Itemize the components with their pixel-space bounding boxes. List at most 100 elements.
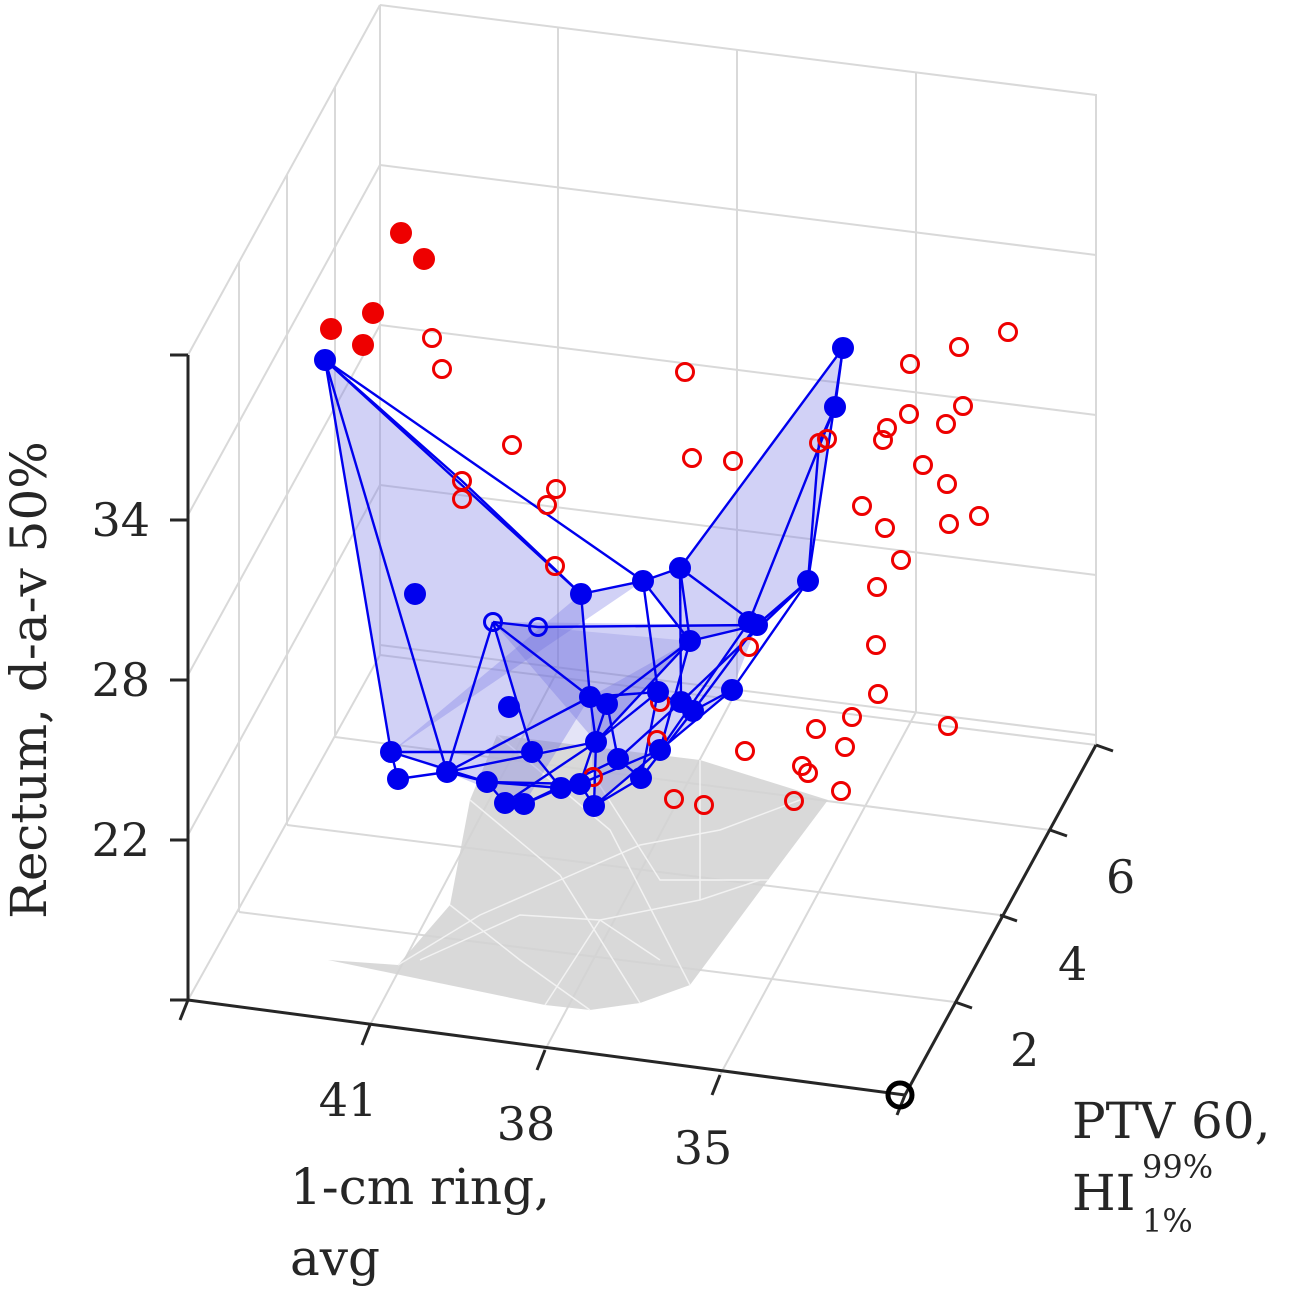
blue-open-point xyxy=(528,617,548,637)
y-tick-label: 6 xyxy=(1106,850,1135,904)
x-tick-label: 38 xyxy=(497,1097,556,1151)
red-open-point xyxy=(938,716,958,736)
z-tick-label: 22 xyxy=(91,813,150,867)
blue-filled-point xyxy=(649,739,671,761)
blue-filled-point xyxy=(824,396,846,418)
red-open-point xyxy=(831,781,851,801)
y-axis-label-base: HI xyxy=(1072,1164,1135,1222)
x-tick-labels: 41 38 35 xyxy=(319,1073,733,1175)
red-open-point xyxy=(969,506,989,526)
red-open-point xyxy=(868,684,888,704)
x-axis-label-line2: avg xyxy=(290,1229,380,1287)
red-open-point xyxy=(723,451,743,471)
z-tick-label: 28 xyxy=(91,653,150,707)
y-tick-labels: 2 4 6 xyxy=(1010,850,1135,1077)
red-open-point xyxy=(546,479,566,499)
axis-lines xyxy=(170,353,1114,1116)
y-axis-label-superscript: 99% xyxy=(1142,1148,1213,1186)
pareto-hull-surface xyxy=(323,346,845,808)
red-filled-point xyxy=(390,222,412,244)
blue-filled-point xyxy=(832,337,854,359)
red-open-point xyxy=(422,328,442,348)
red-filled-point xyxy=(320,318,342,340)
red-open-point xyxy=(936,414,956,434)
red-open-point xyxy=(798,763,818,783)
blue-filled-point xyxy=(570,583,592,605)
red-open-point xyxy=(784,791,804,811)
red-open-point xyxy=(852,496,872,516)
red-open-point xyxy=(877,418,897,438)
y-tick-label: 4 xyxy=(1058,937,1087,991)
blue-filled-point xyxy=(314,349,336,371)
y-axis-label-line1: PTV 60, xyxy=(1072,1092,1271,1150)
red-open-point xyxy=(939,514,959,534)
red-open-point xyxy=(545,556,565,576)
blue-filled-point xyxy=(550,777,572,799)
z-axis-label: Rectum, d-a-v 50% xyxy=(0,441,58,919)
red-open-point xyxy=(664,789,684,809)
blue-filled-point xyxy=(679,630,701,652)
red-open-point xyxy=(899,404,919,424)
red-open-point xyxy=(682,448,702,468)
data-points xyxy=(314,222,1018,817)
red-open-point xyxy=(806,719,826,739)
red-open-point xyxy=(891,550,911,570)
red-filled-point xyxy=(362,302,384,324)
z-tick-labels: 34 28 22 xyxy=(91,493,150,867)
x-axis-label-line1: 1-cm ring, xyxy=(290,1158,550,1216)
blue-filled-point xyxy=(569,773,591,795)
red-filled-point xyxy=(413,248,435,270)
blue-filled-point xyxy=(498,696,520,718)
x-axis-label: 1-cm ring, avg xyxy=(290,1158,550,1287)
blue-open-point xyxy=(483,612,503,632)
red-open-point xyxy=(875,518,895,538)
red-open-point xyxy=(873,430,893,450)
red-open-point xyxy=(998,322,1018,342)
blue-filled-point xyxy=(682,700,704,722)
y-tick-label: 2 xyxy=(1010,1023,1039,1077)
blue-filled-point xyxy=(669,557,691,579)
red-open-point xyxy=(675,362,695,382)
blue-filled-point xyxy=(494,792,516,814)
blue-filled-point xyxy=(521,741,543,763)
red-open-point xyxy=(866,635,886,655)
red-open-point xyxy=(913,455,933,475)
red-open-point xyxy=(694,795,714,815)
red-open-point xyxy=(432,359,452,379)
red-open-point xyxy=(502,435,522,455)
blue-filled-point xyxy=(404,583,426,605)
blue-filled-point xyxy=(632,570,654,592)
blue-filled-point xyxy=(436,761,458,783)
x-tick-label: 41 xyxy=(319,1073,378,1127)
blue-filled-point xyxy=(387,768,409,790)
blue-filled-point xyxy=(738,611,760,633)
reference-point-marker xyxy=(885,1080,915,1110)
red-open-point xyxy=(739,637,759,657)
blue-filled-point xyxy=(607,748,629,770)
blue-filled-point xyxy=(647,681,669,703)
blue-filled-point xyxy=(583,795,605,817)
y-axis-label-subscript: 1% xyxy=(1142,1202,1193,1240)
blue-filled-point xyxy=(797,570,819,592)
surface-shadow xyxy=(328,734,828,1011)
blue-filled-point xyxy=(380,741,402,763)
red-open-point xyxy=(735,741,755,761)
red-open-point xyxy=(452,489,472,509)
y-axis-label: PTV 60, HI 99% 1% xyxy=(1072,1092,1271,1240)
blue-filled-point xyxy=(596,693,618,715)
red-open-point xyxy=(900,354,920,374)
red-open-point xyxy=(953,396,973,416)
red-open-point xyxy=(937,474,957,494)
red-open-point xyxy=(949,337,969,357)
red-open-point xyxy=(867,577,887,597)
z-tick-label: 34 xyxy=(91,493,150,547)
red-filled-point xyxy=(352,334,374,356)
blue-filled-point xyxy=(585,731,607,753)
blue-filled-point xyxy=(630,767,652,789)
red-open-point xyxy=(835,737,855,757)
red-open-point xyxy=(809,433,829,453)
blue-filled-point xyxy=(476,771,498,793)
blue-filled-point xyxy=(721,679,743,701)
red-open-point xyxy=(842,707,862,727)
